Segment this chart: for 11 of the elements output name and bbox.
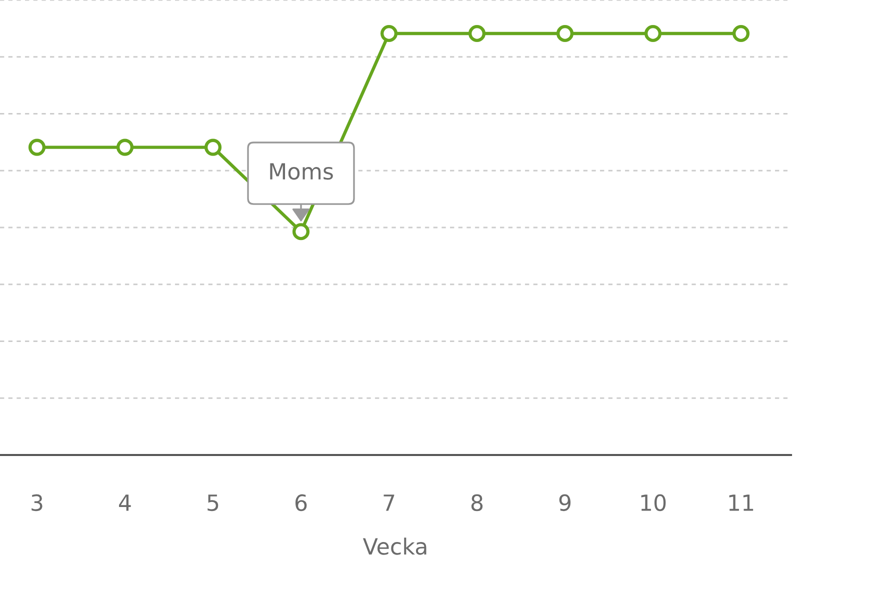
x-axis-title: Vecka	[362, 538, 426, 555]
x-tick-label: 11	[729, 494, 754, 511]
annotation: Moms	[270, 163, 333, 180]
x-tick-label: 4	[119, 494, 131, 511]
x-tick-label: 8	[471, 494, 483, 512]
x-tick-label: 7	[384, 494, 394, 511]
x-tick-label: 5	[208, 494, 218, 512]
x-tick-label: 10	[641, 494, 666, 512]
x-tick-label: 3	[32, 494, 42, 512]
x-tick-label: 6	[295, 494, 307, 512]
x-tick-label: 9	[559, 494, 571, 512]
